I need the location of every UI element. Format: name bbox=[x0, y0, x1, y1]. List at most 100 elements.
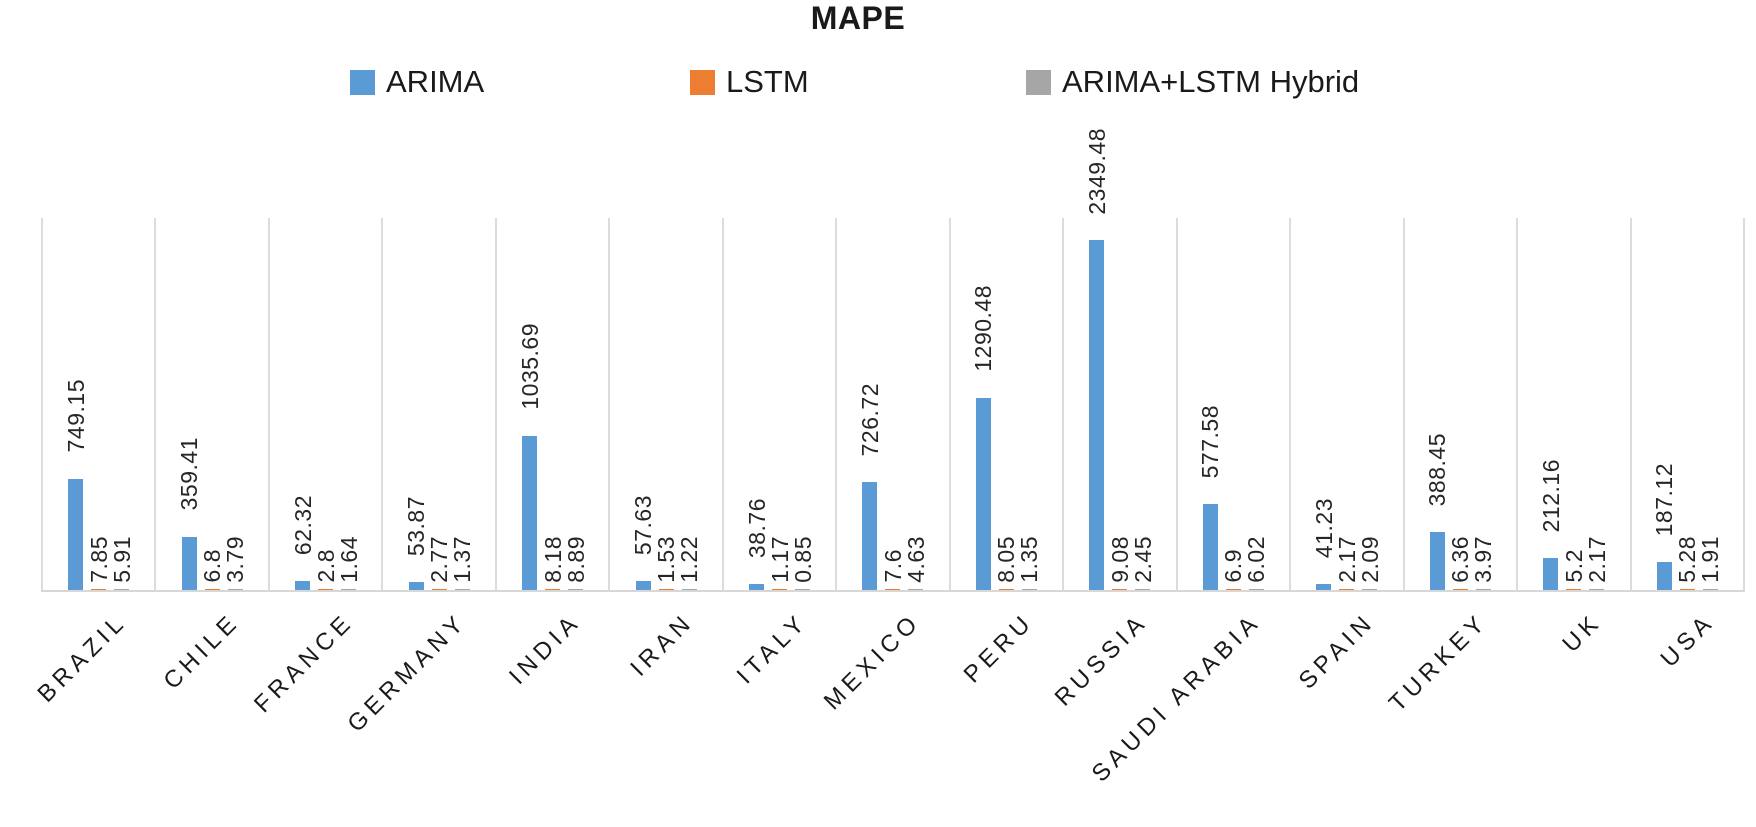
legend-label-hybrid: ARIMA+LSTM Hybrid bbox=[1062, 64, 1360, 99]
arima-lstm-hybrid-value-label-india: 8.89 bbox=[562, 535, 589, 583]
category-cell-india: 1035.69 8.18 8.89 INDIA bbox=[494, 218, 608, 690]
category-cell-france: 62.32 2.8 1.64 FRANCE bbox=[249, 218, 381, 718]
arima-lstm-hybrid-value-label-italy: 0.85 bbox=[789, 535, 816, 583]
arima-lstm-hybrid-bar-spain bbox=[1362, 588, 1378, 590]
lstm-value-label-mexico: 7.6 bbox=[879, 549, 906, 583]
category-cell-turkey: 388.45 6.36 3.97 TURKEY bbox=[1384, 218, 1516, 717]
arima-bar-iran bbox=[635, 581, 651, 590]
category-cell-chile: 359.41 6.8 3.79 CHILE bbox=[154, 218, 267, 695]
arima-bar-saudi-arabia bbox=[1202, 504, 1218, 590]
category-cell-russia: 2349.48 9.08 2.45 RUSSIA bbox=[1050, 128, 1175, 712]
arima-bar-france bbox=[295, 580, 311, 590]
arima-lstm-hybrid-value-label-turkey: 3.97 bbox=[1470, 535, 1497, 583]
hybrid-swatch-icon bbox=[1026, 69, 1051, 95]
lstm-value-label-italy: 1.17 bbox=[766, 535, 793, 583]
lstm-value-label-brazil: 7.85 bbox=[85, 535, 112, 583]
arima-lstm-hybrid-value-label-chile: 3.79 bbox=[222, 535, 249, 583]
lstm-bar-uk bbox=[1566, 588, 1582, 590]
lstm-bar-turkey bbox=[1452, 588, 1468, 590]
arima-lstm-hybrid-value-label-iran: 1.22 bbox=[676, 535, 703, 583]
arima-lstm-hybrid-bar-uk bbox=[1589, 588, 1605, 590]
arima-bar-usa bbox=[1656, 562, 1672, 590]
arima-bar-spain bbox=[1316, 583, 1332, 590]
arima-lstm-hybrid-bar-peru bbox=[1021, 588, 1037, 590]
lstm-value-label-russia: 9.08 bbox=[1106, 535, 1133, 583]
arima-bar-italy bbox=[749, 584, 764, 590]
arima-bar-mexico bbox=[862, 481, 878, 590]
arima-lstm-hybrid-bar-mexico bbox=[908, 588, 924, 590]
category-cell-brazil: 749.15 7.85 5.91 BRAZIL bbox=[32, 218, 154, 708]
legend-item-lstm: LSTM bbox=[690, 64, 809, 100]
arima-value-label-italy: 38.76 bbox=[743, 498, 770, 559]
lstm-bar-peru bbox=[998, 588, 1014, 590]
arima-lstm-hybrid-bar-turkey bbox=[1475, 588, 1491, 590]
arima-value-label-brazil: 749.15 bbox=[62, 379, 89, 453]
arima-lstm-hybrid-bar-germany bbox=[454, 588, 470, 590]
arima-lstm-hybrid-value-label-saudi-arabia: 6.02 bbox=[1243, 535, 1270, 583]
arima-lstm-hybrid-bar-iran bbox=[681, 588, 697, 590]
arima-value-label-india: 1035.69 bbox=[516, 323, 543, 410]
arima-lstm-hybrid-value-label-uk: 2.17 bbox=[1583, 535, 1610, 583]
lstm-bar-saudi-arabia bbox=[1225, 588, 1241, 590]
category-cell-saudi-arabia: 577.58 6.9 6.02 SAUDI ARABIA bbox=[1087, 218, 1289, 787]
arima-swatch-icon bbox=[350, 69, 375, 95]
arima-value-label-france: 62.32 bbox=[289, 494, 316, 555]
arima-lstm-hybrid-value-label-germany: 1.37 bbox=[449, 535, 476, 583]
lstm-bar-iran bbox=[658, 588, 674, 590]
lstm-value-label-chile: 6.8 bbox=[199, 549, 226, 583]
arima-value-label-mexico: 726.72 bbox=[856, 382, 883, 456]
legend-item-arima: ARIMA bbox=[350, 64, 484, 100]
legend-item-hybrid: ARIMA+LSTM Hybrid bbox=[1026, 64, 1359, 100]
arima-value-label-chile: 359.41 bbox=[176, 437, 203, 511]
lstm-value-label-germany: 2.77 bbox=[426, 535, 453, 583]
lstm-value-label-iran: 1.53 bbox=[653, 535, 680, 583]
arima-bar-india bbox=[522, 435, 538, 590]
arima-value-label-germany: 53.87 bbox=[403, 495, 430, 556]
arima-value-label-uk: 212.16 bbox=[1537, 459, 1564, 533]
category-cell-mexico: 726.72 7.6 4.63 MEXICO bbox=[819, 218, 948, 715]
legend-label-lstm: LSTM bbox=[726, 64, 809, 99]
category-cell-uk: 212.16 5.2 2.17 UK bbox=[1516, 218, 1629, 658]
arima-lstm-hybrid-value-label-brazil: 5.91 bbox=[108, 535, 135, 583]
lstm-bar-spain bbox=[1339, 588, 1355, 590]
arima-value-label-peru: 1290.48 bbox=[970, 285, 997, 372]
arima-value-label-usa: 187.12 bbox=[1651, 462, 1678, 537]
category-cell-italy: 38.76 1.17 0.85 ITALY bbox=[721, 218, 835, 689]
arima-bar-turkey bbox=[1429, 532, 1445, 590]
lstm-swatch-icon bbox=[690, 69, 715, 95]
arima-value-label-spain: 41.23 bbox=[1310, 497, 1337, 558]
lstm-bar-india bbox=[545, 588, 561, 590]
arima-lstm-hybrid-bar-india bbox=[568, 588, 584, 590]
lstm-value-label-usa: 5.28 bbox=[1674, 535, 1701, 583]
lstm-value-label-turkey: 6.36 bbox=[1447, 535, 1474, 583]
arima-bar-uk bbox=[1543, 558, 1559, 590]
category-cell-spain: 41.23 2.17 2.09 SPAIN bbox=[1289, 218, 1402, 694]
arima-bar-peru bbox=[975, 397, 991, 590]
lstm-bar-germany bbox=[431, 588, 447, 590]
chart-title: MAPE bbox=[810, 0, 906, 36]
category-cell-usa: 187.12 5.28 1.91 USA bbox=[1629, 218, 1743, 673]
lstm-value-label-peru: 8.05 bbox=[993, 535, 1020, 583]
category-cell-iran: 57.63 1.53 1.22 IRAN bbox=[608, 218, 721, 682]
arima-lstm-hybrid-bar-france bbox=[341, 588, 357, 590]
arima-value-label-turkey: 388.45 bbox=[1424, 432, 1451, 507]
lstm-value-label-saudi-arabia: 6.9 bbox=[1220, 549, 1247, 583]
arima-bar-germany bbox=[408, 581, 424, 590]
arima-value-label-russia: 2349.48 bbox=[1083, 127, 1110, 215]
arima-lstm-hybrid-bar-usa bbox=[1702, 588, 1718, 590]
lstm-bar-france bbox=[318, 588, 334, 590]
lstm-bar-mexico bbox=[885, 588, 901, 590]
lstm-value-label-france: 2.8 bbox=[312, 549, 339, 583]
arima-bar-russia bbox=[1089, 240, 1105, 590]
arima-lstm-hybrid-value-label-mexico: 4.63 bbox=[902, 535, 929, 583]
lstm-value-label-uk: 5.2 bbox=[1560, 549, 1587, 583]
arima-lstm-hybrid-value-label-usa: 1.91 bbox=[1697, 535, 1724, 583]
legend: ARIMA LSTM ARIMA+LSTM Hybrid bbox=[0, 64, 1756, 104]
arima-lstm-hybrid-value-label-france: 1.64 bbox=[335, 535, 362, 583]
arima-lstm-hybrid-bar-russia bbox=[1135, 588, 1151, 590]
lstm-bar-italy bbox=[772, 588, 787, 590]
arima-bar-chile bbox=[181, 536, 197, 590]
lstm-bar-usa bbox=[1679, 588, 1695, 590]
legend-label-arima: ARIMA bbox=[386, 64, 485, 99]
